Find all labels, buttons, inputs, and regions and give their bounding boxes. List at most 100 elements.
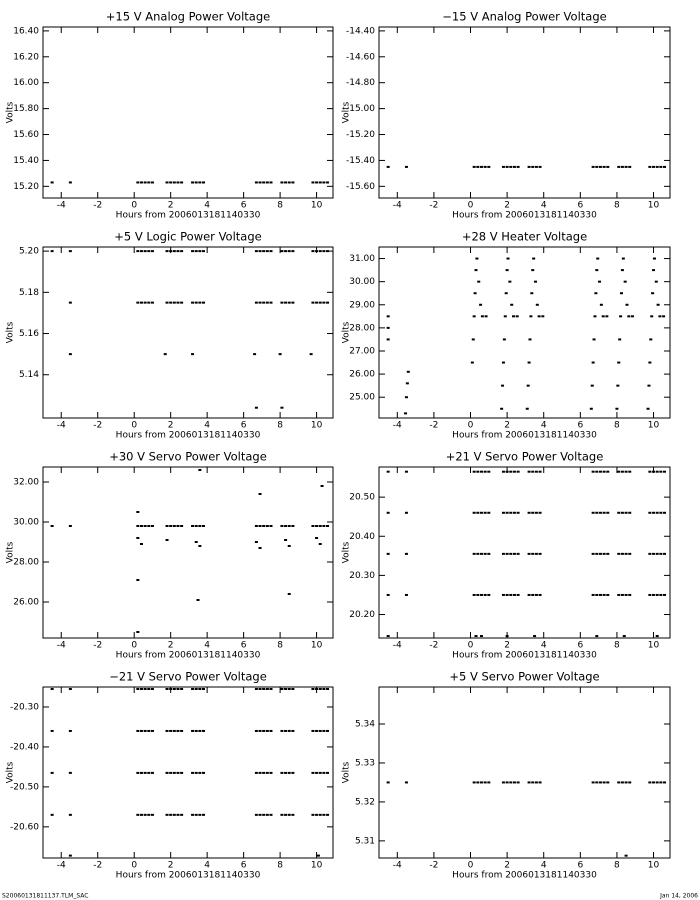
data-point — [509, 470, 513, 473]
chart-title: +5 V Logic Power Voltage — [114, 230, 261, 244]
data-point — [538, 552, 542, 555]
data-point — [191, 250, 195, 253]
data-point — [595, 552, 599, 555]
chart-title: −15 V Analog Power Voltage — [442, 10, 606, 24]
x-tick-label: 4 — [204, 861, 210, 871]
x-tick-label: 2 — [504, 861, 510, 871]
x-axis-label: Hours from 2006013181140330 — [116, 431, 261, 441]
data-point — [479, 635, 483, 638]
x-tick-label: 10 — [648, 641, 660, 651]
data-point — [501, 470, 505, 473]
data-point — [538, 593, 542, 596]
data-point — [258, 301, 262, 304]
data-point — [599, 303, 603, 306]
data-point — [169, 525, 173, 527]
data-point — [322, 729, 326, 732]
data-point — [606, 511, 610, 514]
x-tick-label: -4 — [57, 861, 66, 871]
data-point — [602, 781, 606, 784]
data-point — [50, 181, 54, 184]
x-tick-label: -2 — [93, 421, 102, 431]
data-point — [487, 470, 491, 473]
data-point — [617, 511, 621, 514]
data-point — [322, 771, 326, 774]
data-point — [258, 493, 262, 495]
data-point — [322, 181, 326, 184]
data-point — [280, 687, 284, 690]
data-point — [68, 813, 72, 816]
data-point — [172, 771, 176, 774]
data-point — [198, 545, 202, 547]
data-point — [269, 729, 273, 732]
x-tick-label: 4 — [541, 201, 547, 211]
data-point — [198, 729, 202, 732]
data-point — [541, 315, 545, 318]
x-tick-label: -4 — [57, 421, 66, 431]
data-point — [505, 552, 509, 555]
y-tick-label: 15.60 — [13, 130, 39, 140]
data-point — [180, 181, 184, 184]
data-point — [280, 729, 284, 732]
data-point — [538, 470, 542, 473]
x-tick-label: 8 — [614, 641, 620, 651]
data-point — [254, 541, 258, 543]
data-point — [136, 301, 140, 304]
data-point — [512, 511, 516, 514]
data-point — [595, 269, 599, 272]
data-point — [191, 525, 195, 527]
data-point — [311, 525, 315, 527]
plot-frame — [378, 686, 671, 859]
data-point — [538, 511, 542, 514]
data-point — [269, 181, 273, 184]
data-point — [534, 470, 538, 473]
data-point — [525, 407, 529, 410]
y-axis-label: Volts — [6, 321, 16, 343]
data-point — [509, 593, 513, 596]
data-point — [258, 729, 262, 732]
data-point — [50, 250, 54, 253]
data-point — [404, 552, 408, 555]
data-point — [652, 511, 656, 514]
data-point — [509, 552, 513, 555]
x-tick-label: -2 — [429, 201, 438, 211]
data-point — [655, 165, 659, 168]
data-point — [180, 813, 184, 816]
data-point — [315, 687, 319, 690]
data-point — [326, 687, 330, 690]
data-point — [618, 338, 622, 341]
data-point — [291, 687, 295, 690]
data-point — [505, 593, 509, 596]
data-point — [531, 470, 535, 473]
data-point — [659, 470, 663, 473]
data-point — [598, 781, 602, 784]
data-point — [663, 781, 667, 784]
data-point — [487, 552, 491, 555]
chart-title: +15 V Analog Power Voltage — [106, 10, 270, 24]
data-point — [194, 729, 198, 732]
data-point — [595, 511, 599, 514]
plot-frame — [378, 26, 671, 199]
data-point — [602, 470, 606, 473]
x-tick-label: 4 — [204, 201, 210, 211]
x-tick-label: 2 — [504, 421, 510, 431]
y-tick-label: 5.18 — [19, 288, 39, 298]
x-tick-label: 6 — [241, 421, 247, 431]
data-point — [529, 315, 533, 318]
data-point — [591, 552, 595, 555]
x-axis-label: Hours from 2006013181140330 — [452, 431, 597, 441]
data-point — [501, 511, 505, 514]
data-point — [624, 511, 628, 514]
x-tick-label: 10 — [311, 861, 323, 871]
data-point — [648, 165, 652, 168]
data-point — [254, 250, 258, 253]
data-point — [315, 537, 319, 539]
x-tick-label: 0 — [468, 201, 474, 211]
data-point — [326, 729, 330, 732]
data-point — [150, 687, 154, 690]
data-point — [258, 250, 262, 253]
data-point — [605, 315, 609, 318]
data-point — [284, 771, 288, 774]
x-tick-label: -4 — [57, 201, 66, 211]
data-point — [280, 525, 284, 527]
data-point — [169, 301, 173, 304]
